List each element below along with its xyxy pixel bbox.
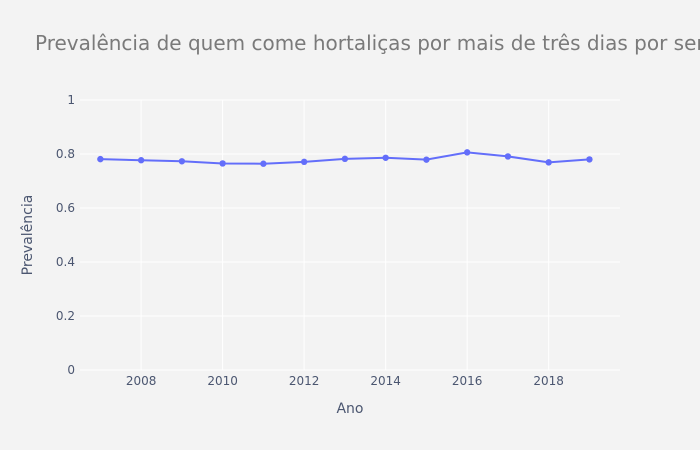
data-point <box>137 157 145 164</box>
data-point <box>219 160 226 167</box>
x-tick-label: 2014 <box>370 374 401 388</box>
data-point <box>586 156 593 163</box>
series-layer <box>97 149 593 167</box>
data-point <box>504 153 512 160</box>
data-point <box>341 155 349 163</box>
chart-title: Prevalência de quem come hortaliças por … <box>35 31 700 55</box>
data-point <box>545 159 552 166</box>
data-point <box>300 158 308 166</box>
x-tick-label: 2008 <box>126 374 157 388</box>
data-point <box>97 155 104 163</box>
y-tick-label: 0.8 <box>56 147 75 161</box>
data-point <box>382 154 389 161</box>
gridlines <box>80 99 620 371</box>
data-point <box>463 149 471 156</box>
data-point <box>178 158 186 165</box>
y-tick-label: 1 <box>67 93 75 107</box>
y-axis-title: Prevalência <box>20 195 36 276</box>
x-axis-title: Ano <box>336 401 363 417</box>
plot-area <box>80 100 620 370</box>
y-tick-label: 0 <box>67 363 75 377</box>
data-point <box>260 160 267 167</box>
x-tick-label: 2016 <box>452 374 483 388</box>
y-tick-label: 0.2 <box>56 309 75 323</box>
tick-labels: 0 0.2 0.4 0.6 0.8 1 2008 2010 2012 2014 2016 2018 <box>56 93 564 388</box>
y-tick-label: 0.6 <box>56 201 75 215</box>
x-tick-label: 2010 <box>207 374 238 388</box>
x-tick-label: 2018 <box>533 374 564 388</box>
y-tick-label: 0.4 <box>56 255 75 269</box>
data-point <box>423 156 430 163</box>
x-tick-label: 2012 <box>289 374 320 388</box>
